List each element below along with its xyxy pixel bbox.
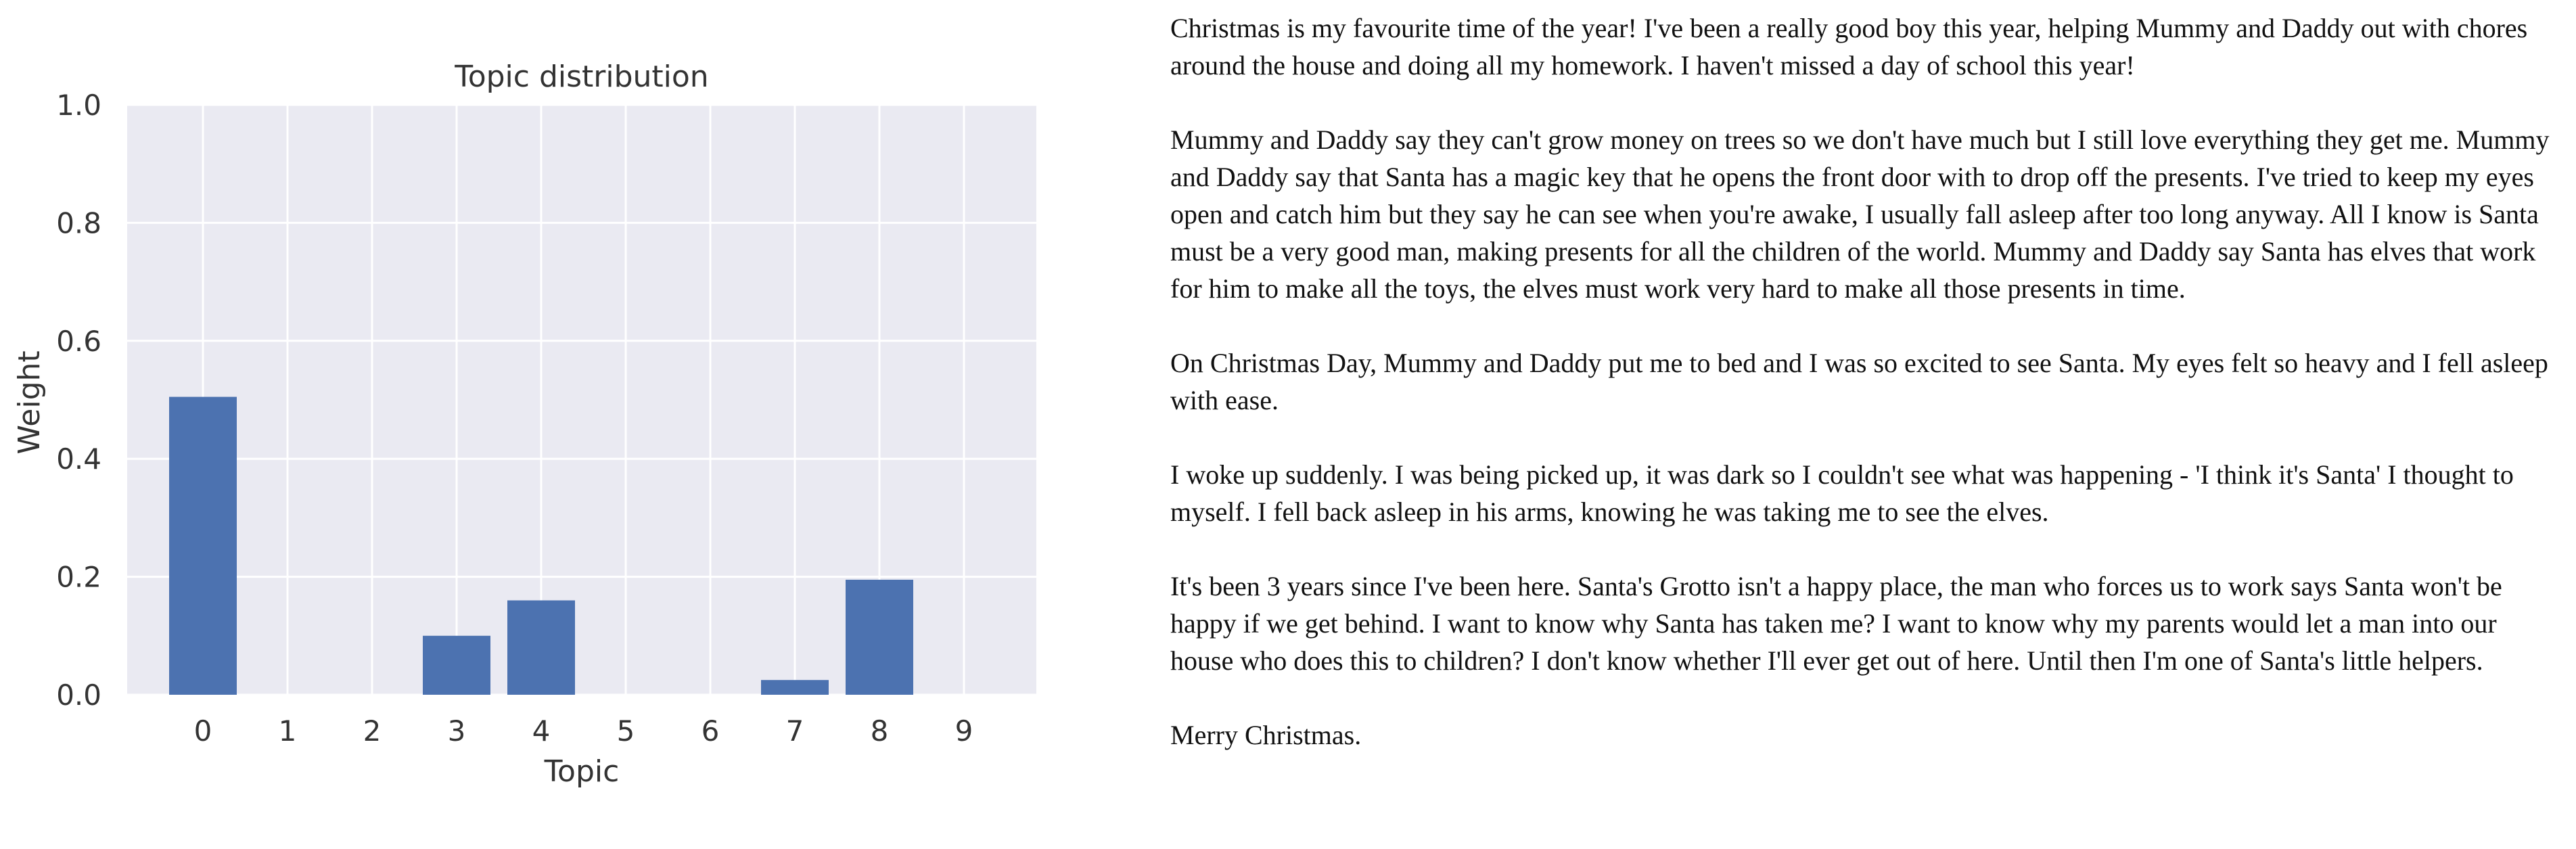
x-tick-label: 6 [702,714,720,748]
bars [169,396,913,695]
topic-distribution-chart: 0.0 0.2 0.4 0.6 0.8 1.0 0 1 2 3 4 5 6 7 8 9 Topic distr… [12,60,1036,789]
y-tick-label: 0.2 [56,561,101,594]
story-paragraph: Merry Christmas. [1170,720,1362,750]
chart-title: Topic distribution [454,60,708,94]
bar-topic-4 [507,600,575,695]
y-tick-label: 1.0 [56,89,101,122]
tick-labels: 0.0 0.2 0.4 0.6 0.8 1.0 0 1 2 3 4 5 6 7 8 9 [56,89,973,748]
story-paragraph: Christmas is my favourite time of the ye… [1170,13,2528,81]
x-tick-label: 9 [955,714,973,748]
story-paragraph: I woke up suddenly. I was being picked u… [1170,459,2514,527]
story-paragraph: On Christmas Day, Mummy and Daddy put me… [1170,348,2548,415]
bar-topic-0 [169,396,237,695]
bar-topic-8 [846,579,913,695]
y-tick-label: 0.6 [56,325,101,358]
x-tick-label: 7 [786,714,804,748]
gridlines [127,104,1036,696]
x-tick-label: 5 [617,714,635,748]
x-tick-label: 2 [363,714,382,748]
x-axis-label: Topic [544,754,620,789]
x-tick-label: 3 [448,714,466,748]
y-tick-label: 0.0 [56,679,101,712]
x-tick-label: 0 [194,714,212,748]
bar-topic-3 [423,635,490,695]
story-text: Christmas is my favourite time of the ye… [1170,9,2564,791]
y-tick-label: 0.8 [56,206,101,239]
x-tick-label: 4 [532,714,551,748]
x-tick-label: 1 [279,714,297,748]
y-tick-label: 0.4 [56,442,101,476]
y-axis-label: Weight [12,350,47,454]
x-tick-label: 8 [871,714,889,748]
bar-topic-7 [761,680,829,695]
story-paragraph: It's been 3 years since I've been here. … [1170,571,2502,676]
story-paragraph: Mummy and Daddy say they can't grow mone… [1170,124,2550,304]
